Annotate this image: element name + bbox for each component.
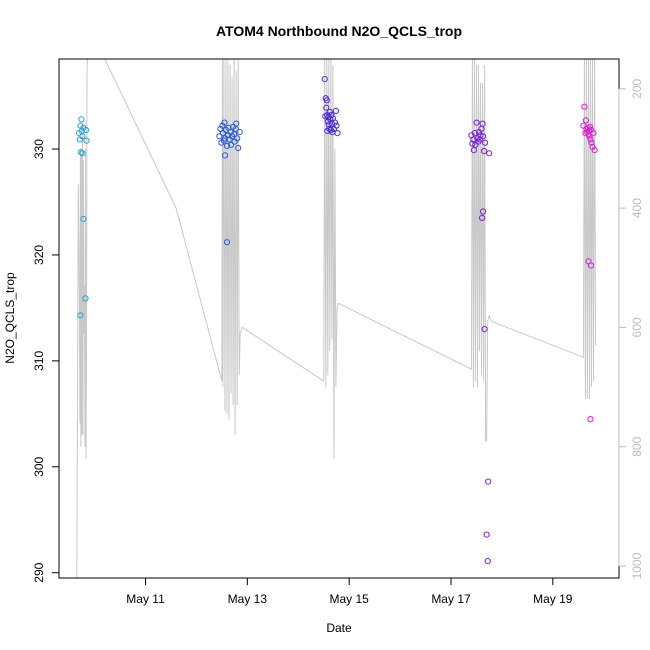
- data-point: [221, 152, 229, 159]
- pressure-line-group: [76, 58, 597, 579]
- data-point: [321, 76, 328, 83]
- data-point: [323, 97, 330, 104]
- data-point: [223, 239, 231, 246]
- data-point: [79, 150, 86, 157]
- data-point: [82, 126, 90, 134]
- data-point: [223, 142, 231, 149]
- y-tick-label: 330: [32, 139, 46, 159]
- data-point: [333, 122, 340, 129]
- data-point: [221, 119, 228, 126]
- y-right-tick-label: 800: [630, 436, 644, 456]
- data-point: [476, 136, 484, 143]
- data-point: [234, 135, 241, 142]
- data-points: [75, 76, 598, 565]
- pressure-line: [76, 58, 597, 579]
- data-point: [323, 104, 330, 111]
- data-point: [326, 108, 333, 116]
- data-point: [588, 139, 595, 146]
- data-point: [235, 144, 242, 152]
- data-point: [482, 139, 489, 146]
- x-tick-label: May 11: [126, 592, 165, 606]
- data-point: [587, 416, 594, 423]
- data-point: [486, 150, 493, 157]
- data-point: [481, 148, 488, 155]
- y-right-tick-label: 600: [630, 317, 644, 337]
- data-point: [587, 262, 595, 269]
- data-point: [479, 120, 486, 127]
- x-tick-label: May 13: [228, 592, 268, 606]
- y-right-tick-label: 1000: [630, 552, 644, 579]
- y-axis: 290 300 310 320 330: [32, 139, 60, 583]
- data-point: [216, 133, 223, 140]
- y-axis-right: 200 400 600 800 1000: [618, 78, 644, 579]
- y-tick-label: 320: [32, 245, 46, 265]
- x-axis-label: Date: [326, 621, 352, 635]
- data-point: [483, 531, 490, 538]
- y-right-tick-label: 400: [630, 198, 644, 218]
- y-tick-label: 300: [32, 456, 46, 476]
- data-point: [581, 103, 588, 110]
- data-point: [480, 208, 487, 215]
- data-point: [236, 129, 243, 136]
- data-point: [480, 133, 487, 140]
- x-tick-label: May 15: [330, 592, 370, 606]
- data-point: [587, 136, 594, 143]
- data-point: [591, 147, 598, 154]
- data-point: [331, 119, 338, 126]
- data-point: [328, 112, 335, 119]
- data-point: [228, 141, 235, 148]
- data-point: [79, 133, 86, 140]
- x-tick-label: May 19: [533, 592, 573, 606]
- y-tick-label: 290: [32, 562, 46, 582]
- x-tick-label: May 17: [431, 592, 471, 606]
- plot-frame: [58, 58, 620, 579]
- data-point: [485, 478, 492, 485]
- data-point: [484, 558, 491, 565]
- data-point: [332, 107, 339, 115]
- data-point: [590, 130, 597, 137]
- data-point: [334, 130, 341, 137]
- data-point: [582, 117, 590, 124]
- y-right-tick-label: 200: [630, 78, 644, 98]
- chart-title: ATOM4 Northbound N2O_QCLS_trop: [216, 23, 462, 39]
- data-point: [481, 326, 488, 333]
- y-tick-label: 310: [32, 351, 46, 371]
- data-point: [479, 214, 486, 221]
- y-axis-label: N2O_QCLS_trop: [3, 272, 17, 364]
- x-axis: May 11 May 13 May 15 May 17 May 19: [126, 577, 573, 606]
- data-point: [473, 119, 480, 126]
- data-point: [83, 137, 90, 144]
- data-point: [470, 136, 477, 143]
- data-point: [469, 140, 476, 147]
- data-point: [82, 295, 89, 302]
- data-point: [472, 141, 479, 148]
- data-point: [586, 123, 594, 130]
- data-point: [233, 120, 240, 127]
- data-point: [78, 116, 85, 123]
- data-point: [77, 149, 85, 156]
- data-point: [322, 113, 329, 120]
- data-point: [586, 133, 593, 140]
- data-point: [324, 127, 331, 135]
- data-point: [77, 312, 84, 319]
- data-point: [80, 215, 87, 222]
- data-point: [231, 131, 238, 138]
- data-point: [219, 130, 226, 137]
- data-point: [471, 130, 478, 137]
